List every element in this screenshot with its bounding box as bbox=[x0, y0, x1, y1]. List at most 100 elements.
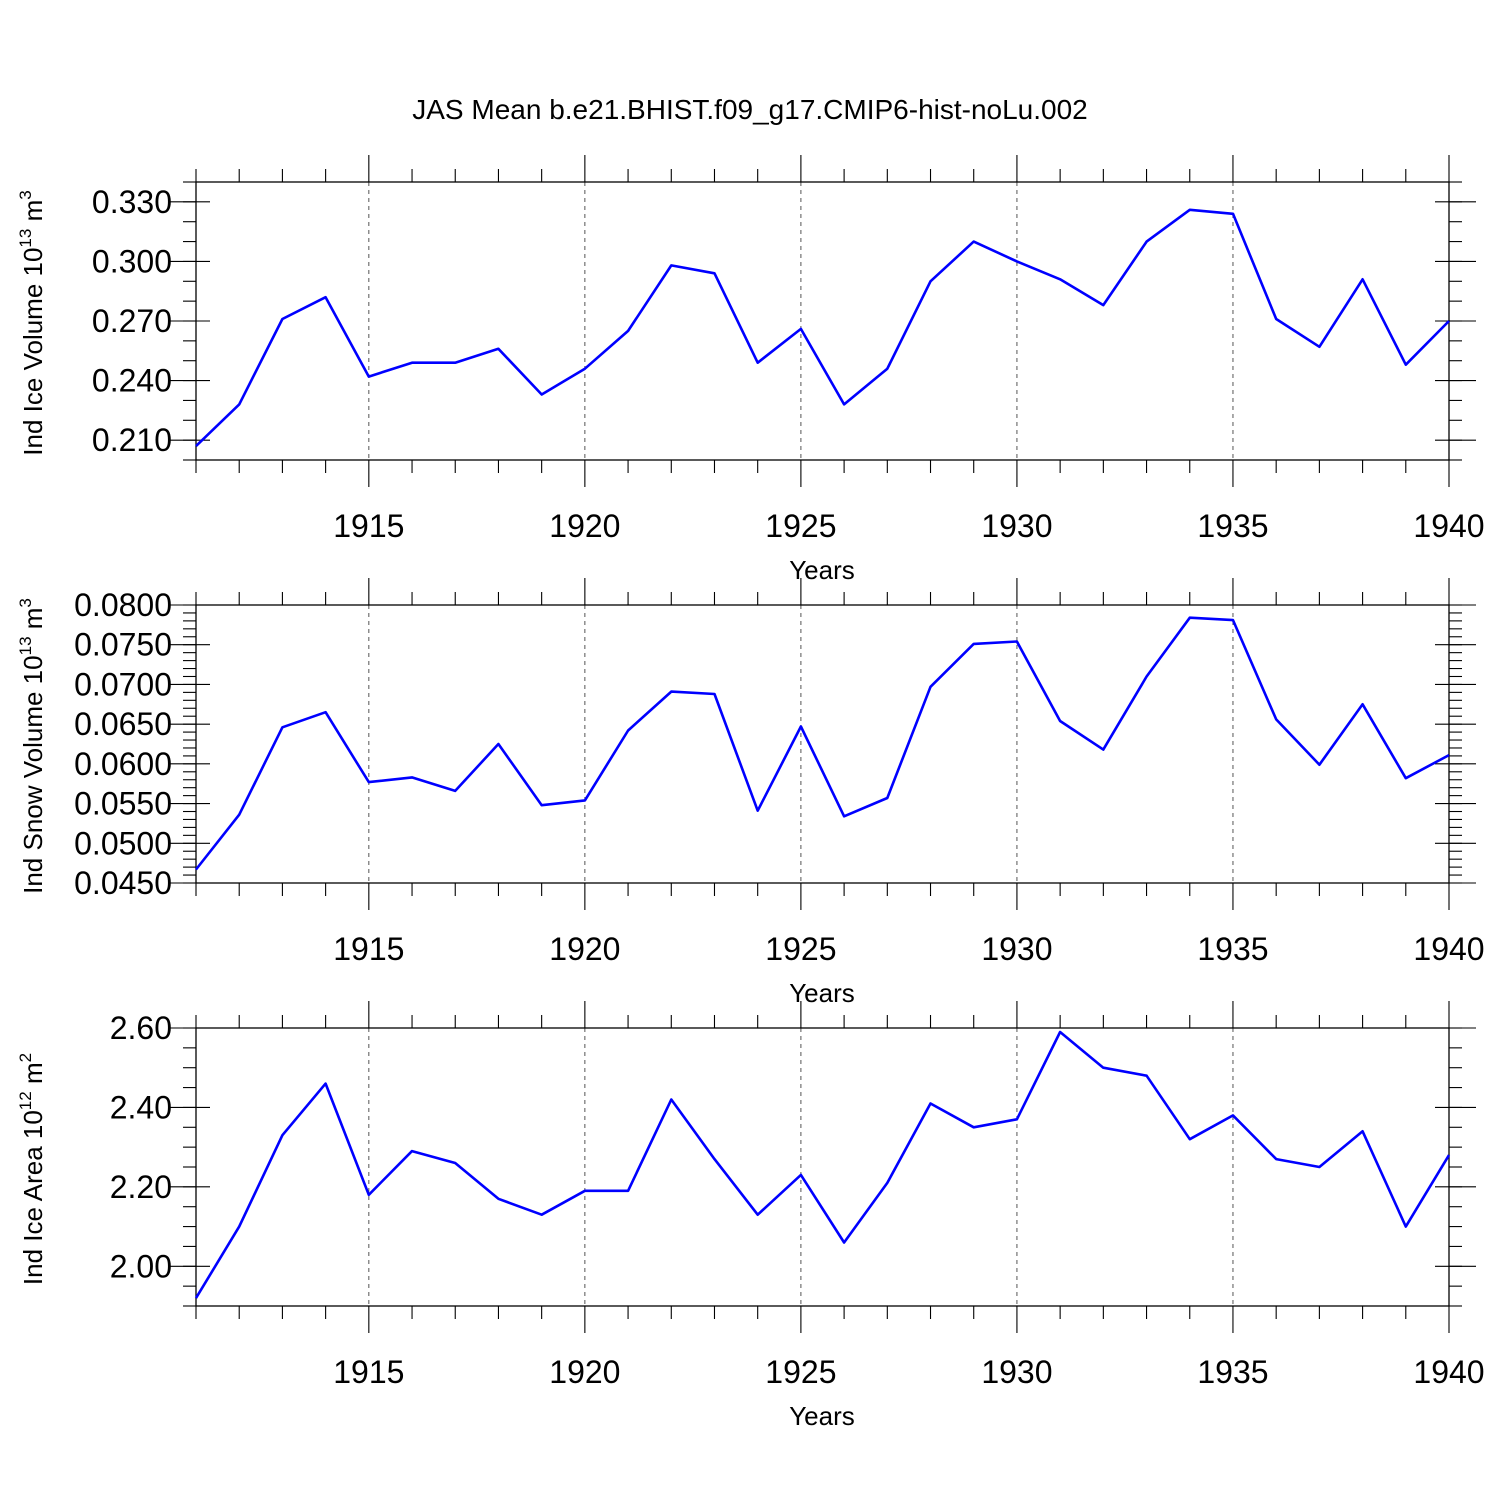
data-point-1927 bbox=[885, 367, 889, 371]
data-point-1929 bbox=[972, 1125, 976, 1129]
data-point-1919 bbox=[540, 803, 544, 807]
x-tick-label: 1930 bbox=[981, 931, 1052, 967]
y-tick-label: 0.270 bbox=[92, 303, 172, 339]
data-point-1938 bbox=[1361, 1129, 1365, 1133]
data-point-1924 bbox=[756, 361, 760, 365]
plot-frame bbox=[195, 1027, 1450, 1307]
y-tick-label: 0.0600 bbox=[74, 746, 172, 782]
x-tick-label: 1920 bbox=[549, 931, 620, 967]
x-tick-label: 1920 bbox=[549, 508, 620, 544]
y-axis-label-text: Ind Ice Area 10 bbox=[18, 1110, 48, 1285]
data-point-1931 bbox=[1058, 1030, 1062, 1034]
x-tick-label: 1925 bbox=[765, 931, 836, 967]
y-axis-label-text: Ind Snow Volume 10 bbox=[18, 655, 48, 894]
data-point-1913 bbox=[280, 317, 284, 321]
data-point-1929 bbox=[972, 240, 976, 244]
data-point-1919 bbox=[540, 1213, 544, 1217]
data-point-1933 bbox=[1145, 240, 1149, 244]
y-tick-label: 0.0550 bbox=[74, 786, 172, 822]
data-point-1923 bbox=[712, 271, 716, 275]
y-axis-label: Ind Ice Volume 1013 m3 bbox=[16, 190, 48, 455]
data-point-1916 bbox=[410, 775, 414, 779]
data-point-1929 bbox=[972, 642, 976, 646]
data-point-1914 bbox=[324, 295, 328, 299]
data-point-1912 bbox=[237, 813, 241, 817]
data-point-1918 bbox=[496, 742, 500, 746]
data-point-1928 bbox=[929, 1101, 933, 1105]
x-axis-label: Years bbox=[789, 978, 855, 1008]
data-point-1913 bbox=[280, 1133, 284, 1137]
x-axis-label: Years bbox=[789, 555, 855, 585]
data-point-1937 bbox=[1317, 1165, 1321, 1169]
data-point-1925 bbox=[799, 327, 803, 331]
data-point-1927 bbox=[885, 796, 889, 800]
x-tick-label: 1915 bbox=[333, 931, 404, 967]
x-tick-label: 1930 bbox=[981, 1354, 1052, 1390]
data-point-1915 bbox=[367, 1193, 371, 1197]
data-point-1921 bbox=[626, 728, 630, 732]
plot-frame bbox=[195, 604, 1450, 884]
y-tick-label: 0.0450 bbox=[74, 865, 172, 901]
y-tick-label: 0.330 bbox=[92, 184, 172, 220]
data-point-1931 bbox=[1058, 719, 1062, 723]
data-point-1938 bbox=[1361, 277, 1365, 281]
data-point-1931 bbox=[1058, 277, 1062, 281]
y-axis-label-exponent: 13 bbox=[16, 636, 35, 655]
data-point-1936 bbox=[1274, 717, 1278, 721]
data-point-1930 bbox=[1015, 640, 1019, 644]
data-point-1930 bbox=[1015, 259, 1019, 263]
x-tick-label: 1935 bbox=[1197, 1354, 1268, 1390]
data-point-1921 bbox=[626, 329, 630, 333]
data-point-1934 bbox=[1188, 1137, 1192, 1141]
data-point-1918 bbox=[496, 347, 500, 351]
y-tick-label: 0.0650 bbox=[74, 706, 172, 742]
x-tick-label: 1940 bbox=[1413, 508, 1484, 544]
x-axis-label: Years bbox=[789, 1401, 855, 1431]
data-point-1911 bbox=[194, 444, 198, 448]
data-point-1921 bbox=[626, 1189, 630, 1193]
x-tick-label: 1915 bbox=[333, 1354, 404, 1390]
data-point-1922 bbox=[669, 690, 673, 694]
y-tick-label: 0.210 bbox=[92, 422, 172, 458]
data-point-1930 bbox=[1015, 1117, 1019, 1121]
y-axis-label-text: Ind Ice Volume 10 bbox=[18, 248, 48, 456]
y-tick-label: 2.40 bbox=[110, 1089, 172, 1125]
data-point-1939 bbox=[1404, 1225, 1408, 1229]
data-point-1911 bbox=[194, 867, 198, 871]
y-tick-label: 2.60 bbox=[110, 1010, 172, 1046]
data-point-1934 bbox=[1188, 208, 1192, 212]
data-point-1917 bbox=[453, 1161, 457, 1165]
y-axis-label: Ind Snow Volume 1013 m3 bbox=[16, 598, 48, 894]
data-point-1935 bbox=[1231, 1113, 1235, 1117]
y-tick-label: 2.20 bbox=[110, 1169, 172, 1205]
data-point-1926 bbox=[842, 402, 846, 406]
y-tick-label: 2.00 bbox=[110, 1248, 172, 1284]
data-point-1915 bbox=[367, 780, 371, 784]
data-point-1935 bbox=[1231, 618, 1235, 622]
data-point-1920 bbox=[583, 367, 587, 371]
data-point-1926 bbox=[842, 814, 846, 818]
data-point-1926 bbox=[842, 1240, 846, 1244]
data-point-1916 bbox=[410, 1149, 414, 1153]
data-point-1923 bbox=[712, 692, 716, 696]
data-point-1937 bbox=[1317, 763, 1321, 767]
y-tick-label: 0.240 bbox=[92, 363, 172, 399]
x-tick-label: 1920 bbox=[549, 1354, 620, 1390]
x-tick-label: 1915 bbox=[333, 508, 404, 544]
data-point-1939 bbox=[1404, 363, 1408, 367]
x-tick-label: 1940 bbox=[1413, 1354, 1484, 1390]
y-axis-label-unit-exponent: 3 bbox=[16, 598, 35, 607]
data-point-1936 bbox=[1274, 1157, 1278, 1161]
y-axis-label-unit: m bbox=[18, 200, 48, 229]
data-point-1918 bbox=[496, 1197, 500, 1201]
x-tick-label: 1935 bbox=[1197, 508, 1268, 544]
data-point-1911 bbox=[194, 1296, 198, 1300]
panel-3: 2.00 2.20 2.40 2.60 1915 1920 1925 1930 1935 1940… bbox=[16, 1001, 1485, 1431]
data-point-1917 bbox=[453, 361, 457, 365]
data-point-1913 bbox=[280, 725, 284, 729]
y-tick-label: 0.0700 bbox=[74, 666, 172, 702]
data-point-1936 bbox=[1274, 317, 1278, 321]
data-point-1924 bbox=[756, 1213, 760, 1217]
